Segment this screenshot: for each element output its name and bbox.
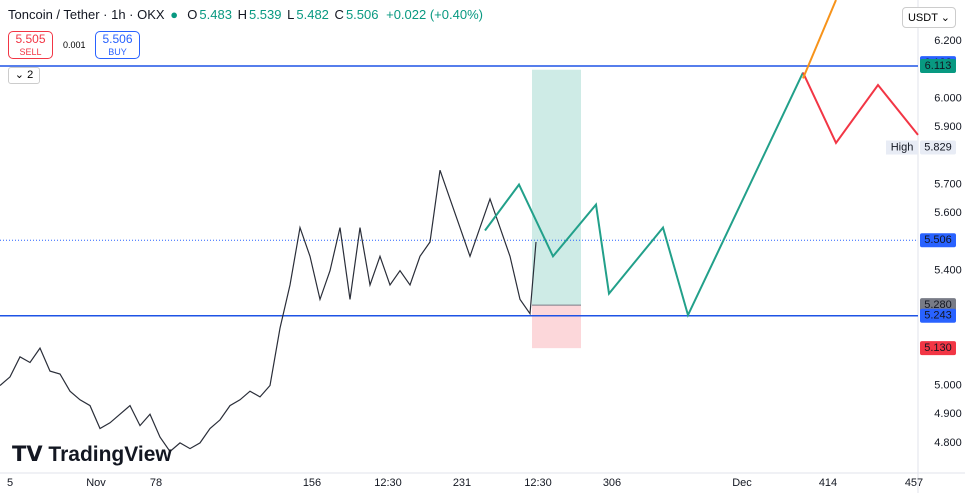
y-tick-label: 5.700: [934, 178, 962, 190]
price-badge-label: 5.243: [924, 310, 952, 322]
x-tick-label: 457: [905, 477, 923, 489]
series-line: [0, 170, 537, 453]
y-tick-label: 5.400: [934, 265, 962, 277]
change: +0.022 (+0.40%): [386, 7, 483, 22]
x-tick-label: 5: [7, 477, 13, 489]
y-tick-label: 4.900: [934, 408, 962, 420]
ohlc-key: O: [187, 7, 198, 22]
x-tick-label: 156: [303, 477, 321, 489]
y-tick-label: 4.800: [934, 437, 962, 449]
x-tick-label: Dec: [732, 477, 752, 489]
price-badge-label: 5.829: [924, 141, 952, 153]
x-tick-label: 414: [819, 477, 837, 489]
sell-button[interactable]: 5.505 SELL: [8, 31, 53, 59]
x-tick-label: 231: [453, 477, 471, 489]
badge-note-bg: [886, 140, 918, 155]
series-line: [802, 0, 837, 79]
buy-label: BUY: [108, 47, 127, 57]
ohlc-key: C: [334, 7, 344, 22]
price-badge: [920, 341, 956, 356]
price-badge: [920, 59, 956, 74]
buy-button[interactable]: 5.506 BUY: [95, 31, 140, 59]
series-line: [802, 72, 919, 145]
ohlc-value: 5.483: [199, 7, 232, 22]
badge-note: High: [891, 141, 914, 153]
x-tick-label: 12:30: [374, 477, 402, 489]
x-tick-label: Nov: [86, 477, 106, 489]
buy-price: 5.506: [102, 32, 133, 46]
ohlc: O 5.483 H 5.539 L 5.482 C 5.506: [187, 7, 384, 22]
brand-name: TradingView: [48, 443, 172, 466]
indicators-toggle[interactable]: ⌄ 2: [8, 67, 40, 84]
price-badge-label: 5.506: [924, 234, 952, 246]
indicator-count: 2: [27, 69, 34, 81]
y-tick-label: 6.200: [934, 35, 962, 47]
ohlc-key: H: [237, 7, 247, 22]
x-tick-label: 78: [150, 477, 162, 489]
y-tick-label: 5.900: [934, 121, 962, 133]
x-tick-label: 12:30: [524, 477, 552, 489]
series-line: [484, 72, 804, 318]
sell-price: 5.505: [15, 32, 46, 46]
ohlc-value: 5.539: [248, 7, 282, 22]
spread: 0.001: [63, 40, 86, 50]
header: Toncoin / Tether · 1h · OKX ● O 5.483 H 5.…: [8, 7, 483, 22]
position-profit: [532, 69, 581, 306]
symbol: Toncoin / Tether · 1h · OKX: [8, 7, 165, 22]
price-badge: [920, 308, 956, 323]
price-badge-label: 5.130: [924, 342, 952, 354]
price-badge-label: 6.113: [925, 60, 952, 72]
currency-select[interactable]: USDT ⌄: [901, 7, 956, 28]
position-loss: [532, 305, 581, 349]
y-tick-label: 5.600: [934, 207, 962, 219]
currency: USDT: [907, 12, 938, 24]
x-tick-label: 306: [603, 477, 621, 489]
price-badge: [920, 298, 956, 313]
ohlc-key: L: [287, 7, 295, 22]
price-badge: [920, 233, 956, 248]
ohlc-value: 5.482: [296, 7, 329, 22]
brand: 𝗧𝗩 TradingView: [12, 442, 172, 467]
y-tick-label: 6.000: [934, 92, 962, 104]
price-badge: [920, 140, 956, 155]
y-tick-label: 5.000: [934, 379, 962, 391]
ohlc-value: 5.506: [345, 7, 379, 22]
sell-label: SELL: [19, 47, 42, 57]
logo: 𝗧𝗩: [12, 443, 49, 466]
price-badge-label: 5.280: [924, 299, 952, 311]
